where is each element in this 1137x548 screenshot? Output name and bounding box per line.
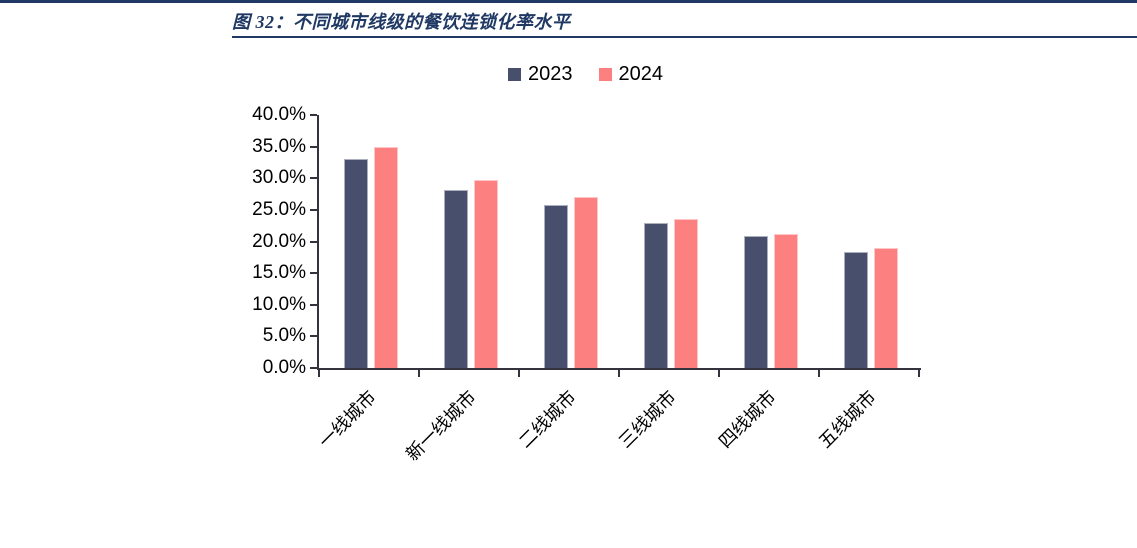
bar-2024-三线城市 <box>674 218 698 368</box>
y-axis-tick-label: 20.0% <box>252 230 306 252</box>
chart-panel: 2023 2024 0.0% 5.0% 10.0% 15.0% 20.0% 25.0% 30.… <box>232 44 939 493</box>
x-axis-tick <box>618 370 620 377</box>
y-axis-tick <box>310 335 317 338</box>
top-divider-rule <box>0 0 1137 3</box>
y-axis-tick-label: 40.0% <box>252 104 306 125</box>
bar-2023-五线城市 <box>844 251 868 368</box>
y-axis-tick <box>310 240 317 243</box>
bar-2024-二线城市 <box>574 196 598 368</box>
y-axis-tick-label: 10.0% <box>252 293 306 315</box>
bar-2024-五线城市 <box>874 248 898 368</box>
bar-2023-一线城市 <box>344 159 368 368</box>
title-underline-rule <box>232 36 1137 38</box>
bar-2023-二线城市 <box>544 204 568 368</box>
y-axis-tick-label: 25.0% <box>252 198 306 220</box>
x-axis-category-label: 新一线城市 <box>402 386 480 465</box>
legend-swatch-2023 <box>508 67 521 81</box>
x-axis-category-label: 一线城市 <box>314 386 380 452</box>
y-axis-line <box>317 115 319 370</box>
legend-label-2024: 2024 <box>618 63 664 85</box>
bar-2024-一线城市 <box>374 146 398 368</box>
y-axis-tick <box>310 114 317 116</box>
y-axis-tick <box>310 145 317 148</box>
bar-2024-新一线城市 <box>474 180 498 368</box>
figure-title: 图 32：不同城市线级的餐饮连锁化率水平 <box>232 12 571 32</box>
y-axis-tick-label: 5.0% <box>262 325 306 347</box>
x-axis-category-label: 四线城市 <box>714 386 780 452</box>
legend-item-2023: 2023 <box>508 62 573 86</box>
legend-swatch-2024 <box>598 67 612 81</box>
bar-2023-四线城市 <box>744 236 768 368</box>
y-axis-tick-label: 0.0% <box>262 357 306 378</box>
bar-2023-三线城市 <box>644 222 668 368</box>
x-axis-tick <box>818 370 820 377</box>
legend-item-2024: 2024 <box>598 62 664 86</box>
x-axis-category-label: 三线城市 <box>614 386 680 452</box>
bar-2023-新一线城市 <box>444 189 468 368</box>
y-axis-tick <box>310 367 317 369</box>
x-axis-tick <box>918 370 920 377</box>
y-axis-tick <box>310 303 317 306</box>
bar-2024-四线城市 <box>774 233 798 368</box>
x-axis-category-label: 二线城市 <box>514 386 580 452</box>
x-axis-tick <box>318 370 320 377</box>
plot-area <box>319 115 919 368</box>
legend-label-2023: 2023 <box>528 63 573 85</box>
chart-legend: 2023 2024 <box>232 62 939 86</box>
y-axis-tick <box>310 177 317 180</box>
y-axis-tick <box>310 272 317 275</box>
x-axis-tick <box>418 370 420 377</box>
y-axis-tick <box>310 208 317 211</box>
x-axis-tick <box>518 370 520 377</box>
y-axis-tick-label: 15.0% <box>252 262 306 284</box>
x-axis-tick <box>718 370 720 377</box>
y-axis-tick-label: 35.0% <box>252 135 306 157</box>
x-axis-line <box>317 368 921 370</box>
y-axis-tick-label: 30.0% <box>252 167 306 189</box>
x-axis-category-label: 五线城市 <box>814 386 880 452</box>
